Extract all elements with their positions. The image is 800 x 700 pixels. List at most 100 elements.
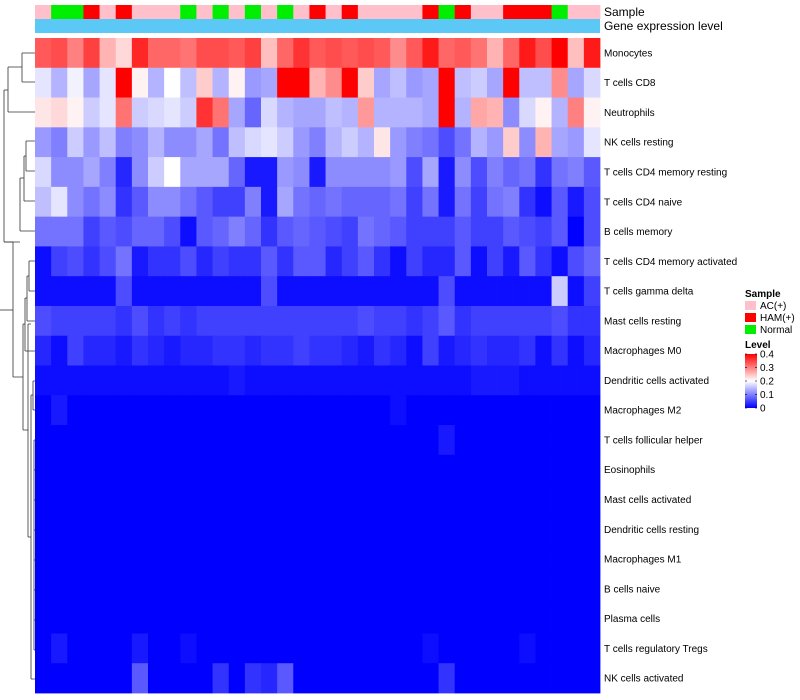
heatmap-cell-r20-c22 <box>390 633 407 664</box>
heatmap-cell-r15-c29 <box>503 484 520 515</box>
row-label-12: Macrophages M2 <box>604 406 682 417</box>
heatmap-cell-r19-c3 <box>83 603 100 634</box>
heatmap-cell-r3-c7 <box>148 127 165 158</box>
heatmap-cell-r12-c23 <box>406 395 423 426</box>
heatmap-cell-r5-c21 <box>374 186 391 218</box>
heatmap-cell-r12-c16 <box>293 395 310 426</box>
heatmap-cell-r12-c12 <box>228 395 246 426</box>
heatmap-cell-r17-c26 <box>454 544 472 575</box>
heatmap-cell-r18-c15 <box>277 573 294 605</box>
heatmap-cell-r11-c17 <box>309 365 326 396</box>
heatmap-cell-r14-c16 <box>293 454 310 485</box>
heatmap-cell-r12-c13 <box>244 395 262 426</box>
heatmap-cell-r17-c21 <box>374 544 391 575</box>
heatmap-cell-r14-c9 <box>180 454 197 485</box>
heatmap-cell-r3-c20 <box>357 127 375 158</box>
heatmap-cell-r13-c27 <box>470 425 488 456</box>
heatmap-cell-r1-c9 <box>180 67 197 98</box>
heatmap-cell-r20-c14 <box>261 633 278 664</box>
heatmap-cell-r5-c33 <box>567 186 585 218</box>
heatmap-cell-r1-c24 <box>422 67 439 98</box>
level-tick-0: 0 <box>760 404 766 415</box>
heatmap-cell-r3-c17 <box>309 127 326 158</box>
heatmap-cell-r8-c8 <box>164 276 181 307</box>
heatmap-cell-r9-c29 <box>503 305 520 337</box>
heatmap-cell-r8-c10 <box>196 276 213 307</box>
heatmap-cell-r7-c23 <box>406 246 423 277</box>
heatmap-cell-r8-c23 <box>406 276 423 307</box>
heatmap-cell-r20-c15 <box>277 633 294 664</box>
heatmap-cell-r14-c31 <box>535 454 552 485</box>
heatmap-cell-r12-c19 <box>341 395 359 426</box>
heatmap-cell-r6-c16 <box>293 216 310 247</box>
heatmap-cell-r9-c2 <box>67 305 84 337</box>
heatmap-cell-r0-c14 <box>261 38 278 69</box>
heatmap-cell-r2-c0 <box>35 97 52 128</box>
heatmap-cell-r13-c30 <box>519 425 536 456</box>
heatmap-cell-r3-c34 <box>583 127 601 158</box>
heatmap-cell-r4-c20 <box>357 157 375 188</box>
heatmap-cell-r1-c27 <box>470 67 488 98</box>
row-label-3: NK cells resting <box>604 138 673 149</box>
heatmap-cell-r18-c4 <box>99 573 117 605</box>
heatmap-cell-r10-c4 <box>99 335 117 366</box>
heatmap-cell-r15-c28 <box>487 484 504 515</box>
heatmap-cell-r3-c16 <box>293 127 310 158</box>
heatmap-cell-r3-c33 <box>567 127 585 158</box>
heatmap-cell-r17-c18 <box>325 544 343 575</box>
heatmap-cell-r3-c0 <box>35 127 52 158</box>
heatmap-cell-r16-c32 <box>551 514 569 545</box>
heatmap-cell-r3-c2 <box>67 127 84 158</box>
heatmap-cell-r7-c11 <box>212 246 230 277</box>
heatmap-cell-r9-c3 <box>83 305 100 337</box>
heatmap-cell-r14-c18 <box>325 454 343 485</box>
sample-cell-4 <box>99 5 117 19</box>
sample-cell-7 <box>148 5 165 19</box>
heatmap-cell-r11-c1 <box>51 365 68 396</box>
heatmap-cell-r10-c23 <box>406 335 423 366</box>
level-tick-0.2: 0.2 <box>760 377 774 388</box>
heatmap-cell-r2-c10 <box>196 97 213 128</box>
heatmap-cell-r8-c2 <box>67 276 84 307</box>
heatmap-cell-r11-c22 <box>390 365 407 396</box>
sample-cell-3 <box>83 5 100 19</box>
heatmap-cell-r19-c5 <box>115 603 133 634</box>
heatmap-cell-r1-c34 <box>583 67 601 98</box>
heatmap-cell-r20-c17 <box>309 633 326 664</box>
heatmap-cell-r19-c6 <box>131 603 149 634</box>
heatmap-cell-r7-c2 <box>67 246 84 277</box>
sample-track-label: Sample <box>604 5 645 19</box>
heatmap-cell-r4-c19 <box>341 157 359 188</box>
heatmap-cell-r4-c22 <box>390 157 407 188</box>
heatmap-cell-r10-c15 <box>277 335 294 366</box>
heatmap-cell-r13-c14 <box>261 425 278 456</box>
heatmap-cell-r11-c10 <box>196 365 213 396</box>
heatmap-cell-r17-c34 <box>583 544 601 575</box>
heatmap-cell-r10-c26 <box>454 335 472 366</box>
heatmap-cell-r17-c5 <box>115 544 133 575</box>
row-label-4: T cells CD4 memory resting <box>604 167 727 178</box>
heatmap-cell-r0-c1 <box>51 38 68 69</box>
heatmap-cell-r7-c26 <box>454 246 472 277</box>
heatmap-cell-r6-c2 <box>67 216 84 247</box>
level-colorbar <box>745 354 757 408</box>
heatmap-cell-r6-c8 <box>164 216 181 247</box>
heatmap-cell-r2-c26 <box>454 97 472 128</box>
heatmap-cell-r21-c34 <box>583 663 601 694</box>
heatmap-cell-r1-c12 <box>228 67 246 98</box>
heatmap-cell-r8-c28 <box>487 276 504 307</box>
sample-cell-32 <box>551 5 569 19</box>
heatmap-cell-r16-c26 <box>454 514 472 545</box>
sample-cell-9 <box>180 5 197 19</box>
heatmap-cell-r5-c15 <box>277 186 294 218</box>
heatmap-cell-r14-c13 <box>244 454 262 485</box>
heatmap-cell-r6-c26 <box>454 216 472 247</box>
legend-label-ham: HAM(+) <box>760 313 795 324</box>
heatmap-cell-r7-c28 <box>487 246 504 277</box>
heatmap-cell-r17-c7 <box>148 544 165 575</box>
heatmap-cell-r21-c16 <box>293 663 310 694</box>
heatmap-cell-r9-c7 <box>148 305 165 337</box>
heatmap-cell-r13-c16 <box>293 425 310 456</box>
heatmap-cell-r17-c29 <box>503 544 520 575</box>
heatmap-cell-r7-c6 <box>131 246 149 277</box>
